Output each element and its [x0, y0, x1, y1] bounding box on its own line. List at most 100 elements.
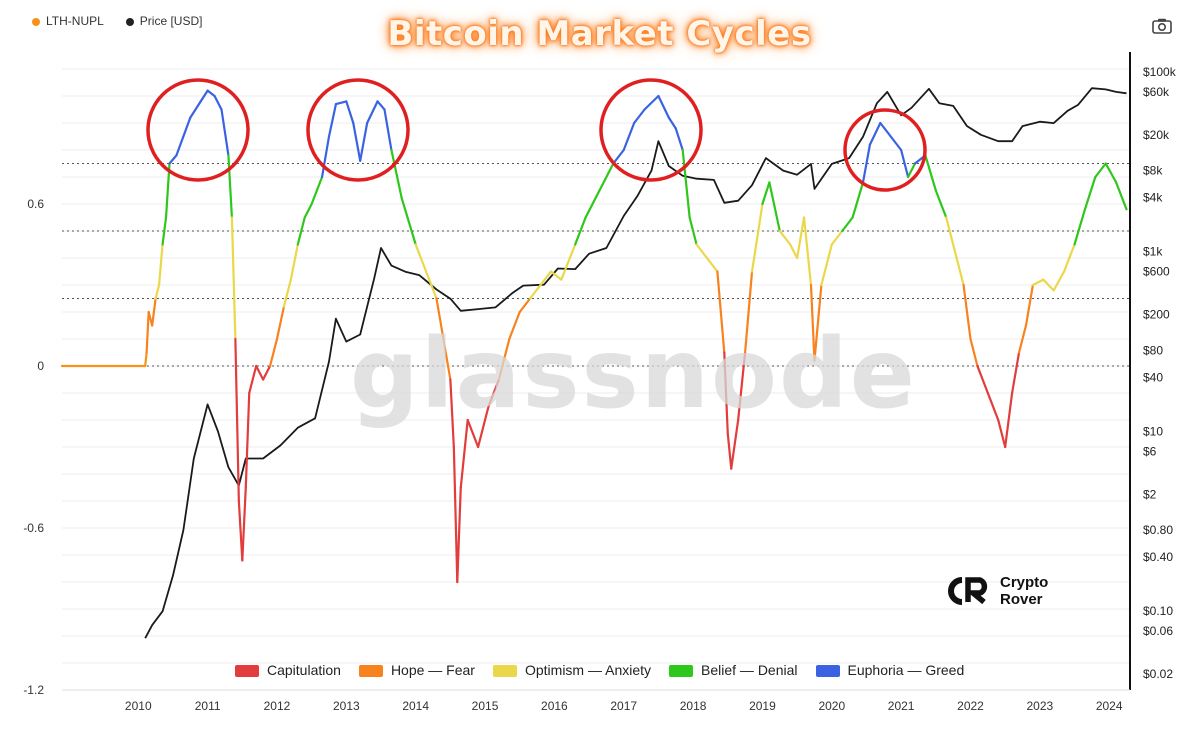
- lth-nupl-segment: [830, 229, 844, 246]
- cr-logo-icon: [948, 577, 988, 605]
- zone-euphoria-greed[interactable]: Euphoria — Greed: [815, 662, 964, 678]
- lth-nupl-segment: [667, 116, 677, 130]
- lth-nupl-segment: [574, 216, 587, 246]
- right-tick-label: $0.80: [1143, 523, 1173, 537]
- legend-lth-nupl[interactable]: LTH-NUPL: [32, 14, 104, 28]
- lth-nupl-segment: [584, 189, 601, 219]
- lth-nupl-segment: [310, 175, 324, 206]
- lth-nupl-segment: [598, 162, 615, 192]
- legend-price[interactable]: Price [USD]: [125, 14, 202, 28]
- lth-nupl-segment: [508, 310, 521, 341]
- lth-nupl-segment: [352, 121, 362, 162]
- lth-nupl-segment: [241, 486, 247, 562]
- lth-nupl-segment: [955, 256, 965, 287]
- lth-nupl-segment: [248, 364, 258, 395]
- x-tick-label: 2013: [333, 699, 360, 713]
- lth-nupl-segment: [1115, 181, 1128, 211]
- lth-nupl-segment: [657, 94, 670, 119]
- lth-nupl-segment: [723, 351, 729, 435]
- lth-nupl-segment: [199, 89, 209, 103]
- zone-legend: Capitulation Hope — Fear Optimism — Anxi…: [235, 662, 964, 678]
- price-line: [144, 87, 1127, 639]
- lth-nupl-segment: [145, 310, 150, 354]
- lth-nupl-segment: [359, 121, 369, 162]
- right-tick-label: $8k: [1143, 164, 1163, 178]
- lth-nupl-segment: [244, 391, 251, 489]
- lth-nupl-segment: [1094, 162, 1107, 179]
- lth-nupl-segment: [945, 216, 958, 260]
- lth-nupl-segment: [986, 391, 1000, 422]
- highlight-circle-2011: [146, 78, 250, 182]
- left-tick-label: -0.6: [23, 521, 44, 535]
- x-tick-label: 2018: [680, 699, 707, 713]
- x-tick-label: 2011: [195, 699, 221, 713]
- lth-nupl-segment: [189, 100, 202, 119]
- lth-nupl-segment: [230, 216, 237, 341]
- right-tick-label: $0.40: [1143, 550, 1173, 564]
- crypto-rover-logo: Crypto Rover: [946, 574, 1048, 608]
- highlight-circle-2013: [306, 78, 410, 182]
- lth-nupl-segment: [750, 202, 764, 273]
- lth-nupl-segment: [809, 283, 816, 362]
- x-tick-label: 2021: [888, 699, 915, 713]
- highlight-circle-2017: [599, 78, 703, 182]
- lth-nupl-segment: [924, 154, 937, 192]
- lth-nupl-segment: [539, 270, 553, 287]
- lth-nupl-segment: [275, 305, 286, 341]
- lth-nupl-segment: [154, 283, 161, 300]
- lth-nupl-segment: [414, 243, 428, 273]
- lth-nupl-segment: [220, 108, 230, 157]
- zone-capitulation[interactable]: Capitulation: [235, 662, 341, 678]
- lth-nupl-segment: [861, 143, 872, 184]
- lth-nupl-segment: [761, 181, 771, 206]
- lth-nupl-segment: [730, 418, 740, 470]
- lth-nupl-segment: [487, 378, 501, 408]
- lth-nupl-segment: [296, 216, 306, 246]
- lth-nupl-segment: [157, 243, 164, 287]
- lth-nupl-segment: [674, 127, 684, 152]
- lth-nupl-segment: [1017, 324, 1028, 354]
- lth-nupl-segment: [969, 337, 979, 368]
- brand-line-1: Crypto: [1000, 574, 1049, 591]
- x-tick-label: 2022: [957, 699, 984, 713]
- zone-optimism-anxiety[interactable]: Optimism — Anxiety: [492, 662, 651, 678]
- right-tick-label: $2: [1143, 487, 1157, 501]
- lth-nupl-segment: [889, 135, 903, 152]
- lth-nupl-segment: [900, 148, 910, 179]
- lth-nupl-segment: [206, 89, 216, 98]
- x-tick-label: 2014: [402, 699, 429, 713]
- glassnode-watermark: glassnode: [350, 318, 917, 430]
- zone-belief-denial[interactable]: Belief — Denial: [669, 662, 798, 678]
- lth-nupl-segment: [997, 418, 1007, 449]
- right-tick-label: $600: [1143, 265, 1170, 279]
- lth-nupl-segment: [168, 154, 178, 165]
- lth-nupl-segment: [435, 297, 445, 341]
- lth-nupl-segment: [841, 216, 854, 233]
- zone-hope-fear[interactable]: Hope — Fear: [358, 662, 475, 678]
- right-tick-label: $100k: [1143, 65, 1177, 79]
- lth-nupl-segment: [612, 148, 625, 165]
- lth-nupl-segment: [255, 364, 265, 381]
- lth-nupl-segment: [345, 100, 355, 125]
- lth-nupl-segment: [262, 364, 272, 381]
- lth-nupl-segment: [962, 283, 972, 341]
- lth-nupl-segment: [868, 121, 882, 146]
- right-tick-label: $4k: [1143, 191, 1163, 205]
- camera-icon[interactable]: [1152, 18, 1172, 34]
- highlight-circle-2021: [843, 108, 927, 192]
- lth-nupl-segment: [879, 121, 892, 138]
- lth-nupl-segment: [175, 135, 185, 157]
- lth-nupl-segment: [789, 243, 799, 260]
- lth-nupl-segment: [529, 283, 542, 300]
- lth-nupl-segment: [1104, 162, 1118, 184]
- lth-nupl-segment: [851, 181, 865, 219]
- lth-nupl-segment: [1052, 270, 1066, 292]
- lth-nupl-segment: [518, 297, 532, 314]
- x-tick-label: 2016: [541, 699, 568, 713]
- lth-nupl-segment: [726, 432, 733, 470]
- x-tick-label: 2012: [264, 699, 291, 713]
- right-tick-label: $40: [1143, 370, 1163, 384]
- lth-nupl-segment: [716, 270, 726, 354]
- lth-nupl-segment: [449, 378, 455, 449]
- lth-nupl-segment: [768, 181, 781, 233]
